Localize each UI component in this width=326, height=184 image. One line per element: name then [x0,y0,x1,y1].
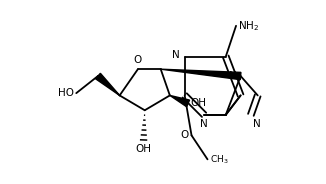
Text: N: N [253,119,261,129]
Polygon shape [96,73,120,95]
Polygon shape [161,69,241,80]
Text: O: O [181,130,189,140]
Text: N: N [200,119,208,129]
Text: NH$_2$: NH$_2$ [238,19,259,33]
Text: OH: OH [136,144,152,154]
Text: HO: HO [58,88,74,98]
Polygon shape [170,95,190,107]
Text: N: N [230,71,237,81]
Text: OH: OH [191,98,207,108]
Text: N: N [172,50,180,60]
Text: O: O [134,55,142,65]
Text: CH$_3$: CH$_3$ [210,153,229,166]
